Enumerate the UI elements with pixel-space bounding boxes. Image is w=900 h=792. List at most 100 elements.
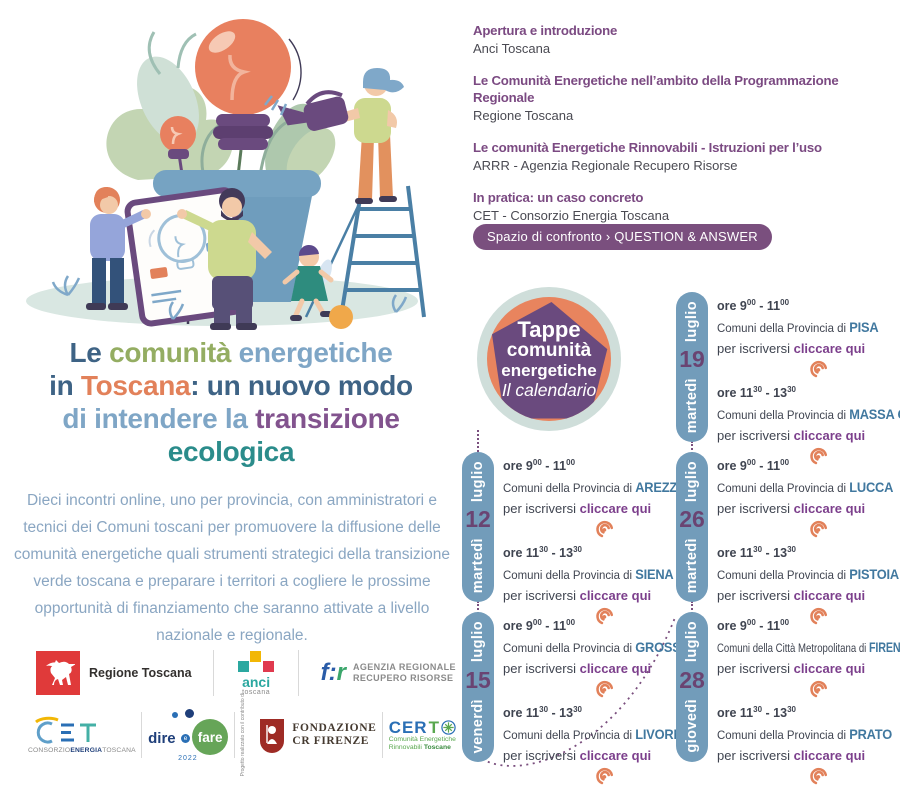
register-link[interactable]: cliccare qui	[579, 501, 652, 517]
title-segment: transizione	[255, 403, 400, 434]
click-here-icon[interactable]	[809, 444, 900, 466]
province-name: PISA	[849, 320, 879, 336]
session-register: per iscriversi cliccare qui	[503, 588, 652, 604]
ball	[329, 305, 353, 329]
dotted-connector	[691, 601, 693, 614]
intro-paragraph: Dieci incontri online, uno per provincia…	[14, 492, 450, 644]
date-day: venerdì	[470, 698, 486, 753]
fondazione-label-line2: CR FIRENZE	[292, 735, 370, 747]
event-flyer: Apertura e introduzione Anci Toscana Le …	[14, 19, 900, 785]
session-time: ore 900 - 1100	[503, 458, 576, 474]
province-name: AREZZO	[635, 480, 687, 496]
big-lightbulb	[195, 19, 302, 177]
session: ore 900 - 1100 Comuni della Provincia di…	[503, 458, 693, 539]
register-link[interactable]: cliccare qui	[793, 341, 866, 357]
session-time: ore 900 - 1100	[717, 618, 790, 634]
session: ore 1130 - 1330 Comuni della Provincia d…	[717, 545, 900, 626]
date-month: luglio	[684, 621, 700, 663]
divider	[233, 712, 235, 758]
arrr-label-line2: RECUPERO RISORSE	[352, 673, 454, 683]
date-pill: luglio 12 martedì	[462, 452, 494, 602]
agenda-item-title: Apertura e introduzione	[473, 23, 618, 38]
arrr-label-line1: AGENZIA REGIONALE	[352, 662, 456, 672]
click-here-icon[interactable]	[595, 517, 693, 539]
cert-logo: CER T Comunità Energetiche Rinnovabili To…	[388, 717, 456, 751]
session-register: per iscriversi cliccare qui	[717, 748, 866, 764]
agenda-list: Apertura e introduzione Anci Toscana Le …	[473, 22, 895, 239]
register-link[interactable]: cliccare qui	[793, 748, 866, 764]
session-location: Comuni della Provincia di PISA	[717, 320, 879, 336]
agenda-item-speaker: Anci Toscana	[473, 41, 551, 56]
agenda-item: Le comunità Energetiche Rinnovabili - Is…	[473, 139, 895, 174]
dire-wordmark: dire	[148, 730, 176, 747]
badge-line: comunità	[506, 339, 592, 361]
register-link[interactable]: cliccare qui	[793, 661, 866, 677]
session-time: ore 900 - 1100	[717, 298, 790, 314]
session-register: per iscriversi cliccare qui	[717, 428, 866, 444]
cert-label-line1: Comunità Energetiche	[388, 735, 456, 743]
date-number: 19	[679, 346, 705, 373]
click-here-icon[interactable]	[595, 604, 693, 626]
register-link[interactable]: cliccare qui	[579, 588, 652, 604]
date-pill: luglio 19 martedì	[676, 292, 708, 442]
register-link[interactable]: cliccare qui	[793, 588, 866, 604]
partner-logos-row-2: CONSORZIOENERGIATOSCANA fare dire e 2022…	[28, 693, 456, 776]
agenda-item-speaker: ARRR - Agenzia Regionale Recupero Risors…	[473, 158, 738, 173]
register-link[interactable]: cliccare qui	[793, 428, 866, 444]
click-here-icon[interactable]	[809, 604, 900, 626]
province-name: PRATO	[849, 727, 893, 743]
session-time: ore 1130 - 1330	[717, 385, 796, 401]
register-link[interactable]: cliccare qui	[793, 501, 866, 517]
cet-logo: CONSORZIOENERGIATOSCANA	[28, 716, 136, 754]
calendar-block: luglio 15 venerdì ore 900 - 1100 Comuni …	[462, 612, 706, 792]
click-here-icon[interactable]	[595, 677, 693, 699]
agenda-item-speaker: CET - Consorzio Energia Toscana	[473, 208, 670, 223]
date-pill: luglio 26 martedì	[676, 452, 708, 602]
session-location: Comuni della Provincia di LUCCA	[717, 480, 894, 496]
cet-label: CONSORZIOENERGIATOSCANA	[28, 747, 136, 754]
province-name: PISTOIA	[849, 567, 900, 583]
session: ore 1130 - 1330 Comuni della Provincia d…	[503, 545, 693, 626]
dotted-connector	[477, 430, 479, 452]
session: ore 1130 - 1330 Comuni della Provincia d…	[717, 385, 900, 466]
register-link[interactable]: cliccare qui	[579, 661, 652, 677]
divider	[141, 712, 143, 758]
session-time: ore 900 - 1100	[717, 458, 790, 474]
agenda-item: Le Comunità Energetiche nell’ambito dell…	[473, 72, 895, 124]
session-register: per iscriversi cliccare qui	[717, 341, 866, 357]
session-time: ore 1130 - 1330	[503, 545, 582, 561]
divider	[212, 650, 214, 696]
title-segment: Toscana	[80, 370, 191, 401]
title-segment: : un nuovo modo	[190, 370, 413, 401]
session-time: ore 1130 - 1330	[717, 705, 796, 721]
click-here-icon[interactable]	[809, 517, 900, 539]
title-segment: ecologica	[167, 436, 295, 467]
click-here-icon[interactable]	[809, 764, 900, 786]
click-here-icon[interactable]	[809, 677, 900, 699]
question-answer-pill: Spazio di confronto › QUESTION & ANSWER	[473, 224, 772, 250]
session: ore 1130 - 1330 Comuni della Provincia d…	[717, 705, 900, 786]
register-link[interactable]: cliccare qui	[579, 748, 652, 764]
session-location: Comuni della Provincia di PISTOIA	[717, 567, 900, 583]
calendar-block: luglio 28 giovedì ore 900 - 1100 Comuni …	[676, 612, 900, 792]
ladder	[304, 185, 426, 318]
sprout-decor	[51, 275, 408, 320]
session-time: ore 900 - 1100	[503, 618, 576, 634]
calendar-block: luglio 26 martedì ore 900 - 1100 Comuni …	[676, 452, 900, 632]
dot-icon	[185, 709, 195, 718]
hero-illustration	[26, 19, 426, 330]
title-segment: in	[49, 370, 81, 401]
agenda-item: In pratica: un caso concreto CET - Conso…	[473, 189, 895, 224]
date-day: giovedì	[684, 699, 700, 753]
agenda-item-title: Le Comunità Energetiche nell’ambito dell…	[473, 73, 839, 105]
calendar-badge-inner: Tappe comunità energetiche Il calendario	[487, 297, 611, 421]
session-register: per iscriversi cliccare qui	[717, 661, 866, 677]
title-segment: di intendere la	[62, 403, 256, 434]
dot-icon	[172, 712, 179, 718]
partner-logos-row-1: Regione Toscana anci toscana f:r AGENZIA…	[36, 646, 456, 700]
cert-wordmark: CER	[388, 717, 428, 737]
anci-wordmark: anci	[242, 673, 271, 690]
click-here-icon[interactable]	[809, 357, 900, 379]
pegasus-icon	[36, 651, 80, 695]
date-month: luglio	[470, 461, 486, 503]
